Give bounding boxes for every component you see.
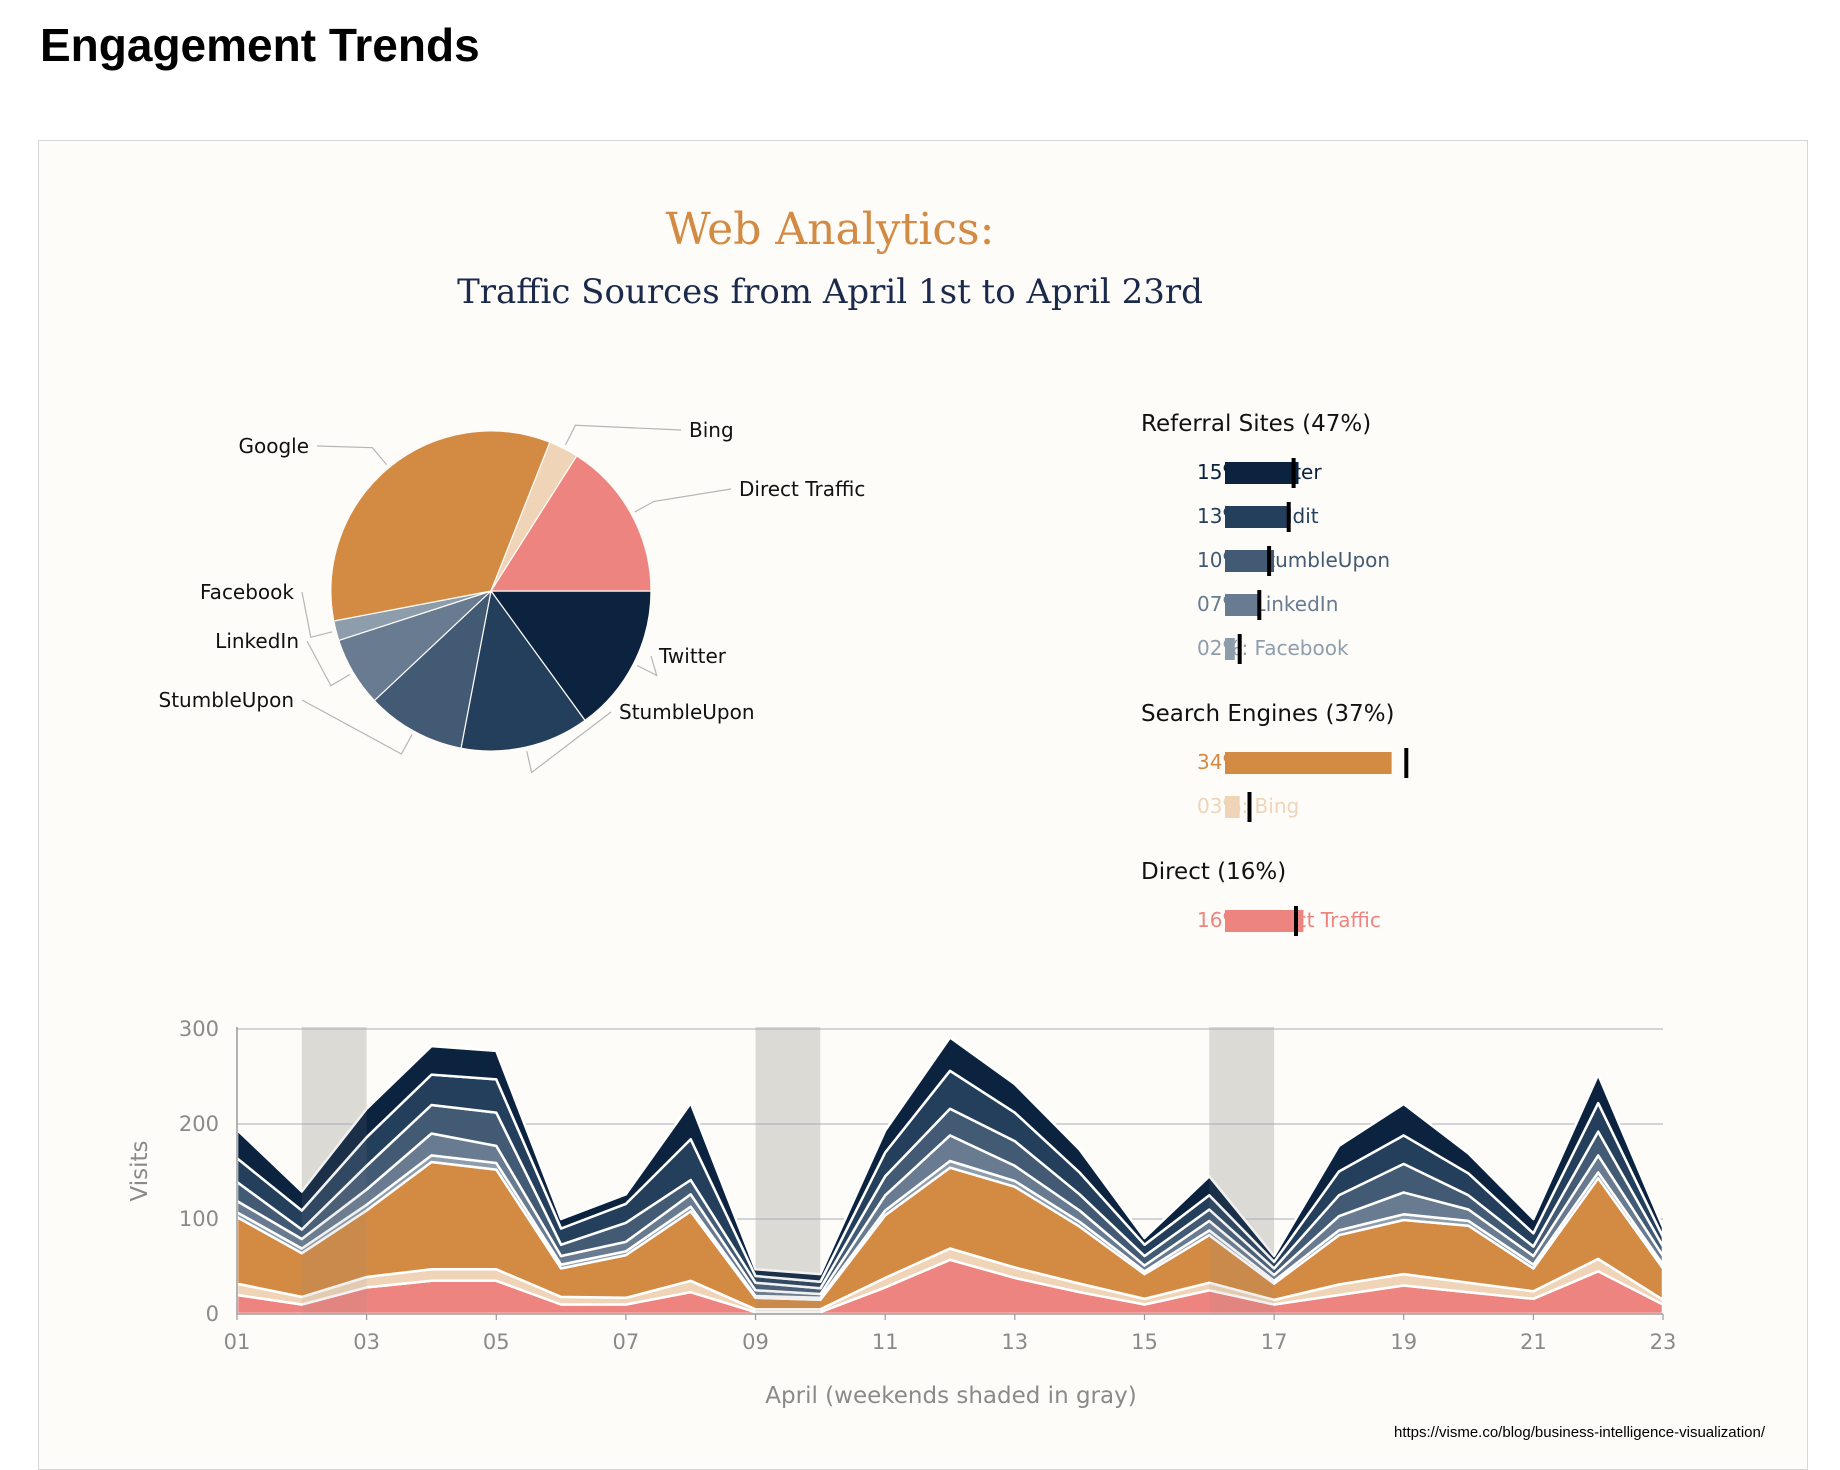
pie-slice-2: [373, 589, 492, 749]
bar-target-marker-0-4: [1237, 634, 1242, 664]
bar-target-marker-2-0: [1294, 906, 1298, 936]
bar-target-marker-1-1: [1247, 792, 1252, 822]
pie-label-1: StumbleUpon: [619, 700, 755, 724]
weekend-overlay-2: [1209, 1027, 1275, 1314]
pie-leader-line-4: [301, 591, 333, 639]
stacked-area-chart: 0 100 200 300 01 03 05 07 09 11 13 15 17 19 21 23 April …: [127, 1017, 1676, 1409]
weekend-overlay-0: [301, 1027, 367, 1314]
x-tick-label-2: 05: [483, 1330, 510, 1354]
x-tick-label-1: 03: [353, 1330, 380, 1354]
area-series-twitter: [235, 1036, 1665, 1283]
pie-slice-7: [489, 455, 652, 592]
infographic-svg: Web Analytics: Traffic Sources from Apri…: [127, 204, 1676, 1409]
pie-leader-line-2: [301, 699, 413, 755]
bar-0-0: [1225, 462, 1299, 484]
bar-group-title-0: Referral Sites (47%): [1141, 411, 1371, 437]
pie-leader-line-0: [636, 655, 658, 677]
y-tick-label-3: 300: [179, 1017, 219, 1041]
pie-leader-line-3: [306, 640, 351, 687]
x-tick-label-7: 15: [1131, 1330, 1158, 1354]
bar-target-marker-0-3: [1257, 590, 1262, 620]
x-tick-label-5: 11: [872, 1330, 899, 1354]
pie-label-5: Google: [238, 434, 309, 458]
bar-target-marker-0-2: [1267, 546, 1272, 576]
pie-label-3: LinkedIn: [215, 629, 299, 653]
pie-leader-line-6: [564, 424, 682, 446]
y-tick-label-2: 200: [179, 1112, 219, 1136]
infographic-subtitle: Traffic Sources from April 1st to April …: [457, 272, 1203, 312]
bar-label-0-4: 02%: Facebook: [1197, 636, 1349, 660]
y-axis-label: Visits: [127, 1141, 153, 1202]
pie-chart: Twitter StumbleUpon StumbleUpon LinkedIn Fac…: [159, 418, 865, 774]
page-title: Engagement Trends: [40, 19, 480, 71]
bar-label-0-3: 07%: LinkedIn: [1197, 592, 1338, 616]
x-tick-label-9: 19: [1390, 1330, 1417, 1354]
pie-label-2: StumbleUpon: [159, 688, 295, 712]
pie-slice-1: [460, 589, 586, 752]
pie-label-7: Direct Traffic: [739, 477, 865, 501]
bar-2-0: [1225, 910, 1304, 932]
weekend-shade-1: [755, 1027, 821, 1314]
x-tick-label-4: 09: [742, 1330, 769, 1354]
bar-0-2: [1225, 550, 1274, 572]
x-tick-label-11: 23: [1650, 1330, 1677, 1354]
bar-1-0: [1225, 752, 1392, 774]
pie-leader-line-1: [526, 711, 612, 774]
pie-label-6: Bing: [689, 418, 734, 442]
x-tick-label-8: 17: [1261, 1330, 1288, 1354]
x-tick-label-10: 21: [1520, 1330, 1547, 1354]
x-tick-label-0: 01: [224, 1330, 251, 1354]
pie-slice-5: [330, 430, 551, 622]
pie-leader-line-7: [634, 488, 732, 513]
bar-target-marker-0-1: [1286, 502, 1291, 532]
bar-0-1: [1225, 506, 1289, 528]
y-tick-label-0: 0: [206, 1302, 219, 1326]
pie-slice-0: [489, 590, 652, 722]
bar-group-title-1: Search Engines (37%): [1141, 701, 1395, 727]
x-axis-label: April (weekends shaded in gray): [765, 1383, 1136, 1409]
bullet-bar-chart: Referral Sites (47%)15%: Twitter13%: Red…: [1141, 411, 1409, 936]
pie-leader-line-5: [316, 445, 387, 465]
bar-0-3: [1225, 594, 1260, 616]
bar-group-title-2: Direct (16%): [1141, 859, 1286, 885]
bar-0-4: [1225, 638, 1235, 660]
infographic-title: Web Analytics:: [666, 204, 995, 255]
pie-label-4: Facebook: [200, 580, 294, 604]
bar-target-marker-1-0: [1404, 748, 1409, 778]
source-url[interactable]: https://visme.co/blog/business-intellige…: [1393, 1424, 1765, 1441]
pie-label-0: Twitter: [658, 644, 727, 668]
y-tick-label-1: 100: [179, 1207, 219, 1231]
x-tick-label-3: 07: [613, 1330, 640, 1354]
infographic-card: Web Analytics: Traffic Sources from Apri…: [38, 140, 1808, 1470]
bar-1-1: [1225, 796, 1240, 818]
weekend-overlay-1: [755, 1027, 821, 1314]
bar-target-marker-0-0: [1291, 458, 1296, 488]
x-tick-label-6: 13: [1001, 1330, 1028, 1354]
